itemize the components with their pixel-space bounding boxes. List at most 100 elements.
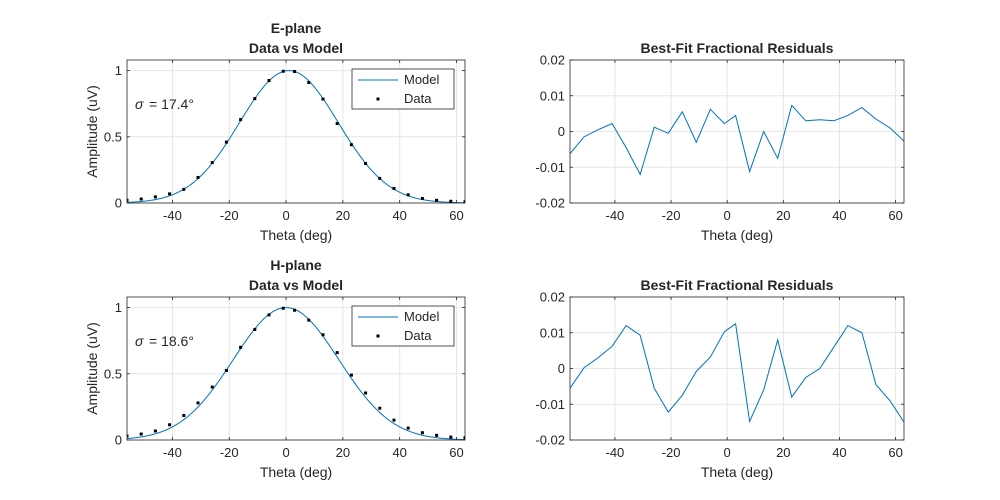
data-point (435, 198, 439, 202)
x-tick-label: 20 (776, 445, 790, 460)
grid (570, 59, 904, 204)
x-tick-label: -40 (163, 445, 182, 460)
sigma-symbol: σ (135, 96, 144, 112)
y-tick-label: 1 (115, 300, 122, 315)
data-point (281, 306, 285, 310)
x-tick-label: 0 (724, 208, 731, 223)
chart-title: Best-Fit Fractional Residuals (641, 40, 834, 56)
data-point (210, 385, 214, 389)
x-tick-label: 0 (282, 208, 289, 223)
x-tick-label: 60 (449, 208, 463, 223)
x-axis-label: Theta (deg) (701, 227, 773, 243)
data-point (420, 196, 424, 200)
y-tick-label: 0 (558, 124, 565, 139)
sigma-annotation: σ = 17.4° (135, 96, 194, 112)
y-axis-label: Amplitude (uV) (84, 322, 100, 415)
y-tick-label: -0.02 (535, 196, 565, 211)
data-point (196, 401, 200, 405)
y-tick-label: 0.01 (540, 88, 565, 103)
x-tick-label: 40 (832, 445, 846, 460)
x-tick-label: 0 (282, 445, 289, 460)
data-point (449, 199, 453, 203)
data-point (168, 423, 172, 427)
axes-box (126, 59, 466, 204)
data-point (364, 162, 368, 166)
y-tick-label: 0.5 (104, 366, 122, 381)
data-point (168, 192, 172, 196)
data-point (406, 193, 410, 197)
data-point (224, 140, 228, 144)
legend-box (351, 68, 455, 110)
data-point (321, 333, 325, 337)
x-tick-label: 20 (336, 445, 350, 460)
legend-box (351, 305, 455, 347)
data-point (210, 161, 214, 165)
data-point (435, 433, 439, 437)
data-point (127, 434, 129, 438)
x-tick-label: 40 (832, 208, 846, 223)
data-point (253, 97, 257, 101)
sigma-symbol: σ (135, 333, 144, 349)
y-tick-label: 0.01 (540, 325, 565, 340)
data-point (293, 308, 297, 312)
data-point (349, 373, 353, 377)
y-tick-label: 1 (115, 63, 122, 78)
data-point (139, 197, 143, 201)
y-tick-label: 0.02 (540, 290, 565, 305)
data-point (378, 406, 382, 410)
x-tick-label: 40 (392, 208, 406, 223)
data-point (378, 176, 382, 180)
y-tick-label: 0.02 (540, 53, 565, 68)
data-point (153, 195, 157, 199)
y-tick-label: 0 (115, 433, 122, 448)
plot-area (570, 322, 904, 424)
hplane-fit-chart: -40 -20 0 20 40 60 0 0.5 1 Theta (deg) Amplitude (… (84, 257, 466, 480)
data-point (420, 431, 424, 435)
x-tick-label: 0 (724, 445, 731, 460)
sigma-annotation: σ = 18.6° (135, 333, 194, 349)
data-point (267, 313, 271, 317)
data-point (349, 143, 353, 147)
data-point (127, 198, 129, 202)
sigma-value: = 17.4° (149, 96, 194, 112)
data-point (182, 414, 186, 418)
legend-entry: Model (404, 72, 440, 87)
residual-series-line (570, 322, 904, 424)
data-point (153, 429, 157, 433)
x-tick-label: 40 (392, 445, 406, 460)
chart-title: H-plane (270, 257, 322, 273)
x-tick-label: 60 (449, 445, 463, 460)
x-axis-label: Theta (deg) (701, 464, 773, 480)
data-point (307, 318, 311, 322)
x-tick-label: 20 (776, 208, 790, 223)
eplane-residuals-chart: -40 -20 0 20 40 60 -0.02 -0.01 0 0.01 0.02 Theta (d… (535, 40, 905, 243)
legend-entry: Model (404, 309, 440, 324)
eplane-fit-chart: -40 -20 0 20 40 60 0 0.5 1 Theta (deg) Amplitude (… (84, 20, 466, 243)
y-tick-label: -0.02 (535, 433, 565, 448)
x-tick-label: -40 (606, 208, 625, 223)
y-tick-label: 0 (558, 361, 565, 376)
legend-entry: Data (404, 91, 432, 106)
data-point (364, 391, 368, 395)
legend: Model Data (351, 68, 455, 110)
y-tick-label: -0.01 (535, 160, 565, 175)
x-tick-label: -20 (220, 445, 239, 460)
plot-area (570, 104, 904, 176)
x-tick-label: 60 (888, 208, 902, 223)
x-tick-label: 20 (336, 208, 350, 223)
residual-series-line (570, 104, 904, 176)
y-tick-label: 0.5 (104, 129, 122, 144)
data-point (307, 81, 311, 85)
legend: Model Data (351, 305, 455, 347)
data-point (196, 175, 200, 179)
y-axis-label: Amplitude (uV) (84, 85, 100, 178)
data-point (335, 122, 339, 126)
x-axis-label: Theta (deg) (260, 464, 332, 480)
data-point (139, 432, 143, 436)
chart-title: Data vs Model (249, 277, 343, 293)
data-point (463, 436, 465, 440)
chart-title: Data vs Model (249, 40, 343, 56)
data-point (182, 187, 186, 191)
legend-entry: Data (404, 328, 432, 343)
